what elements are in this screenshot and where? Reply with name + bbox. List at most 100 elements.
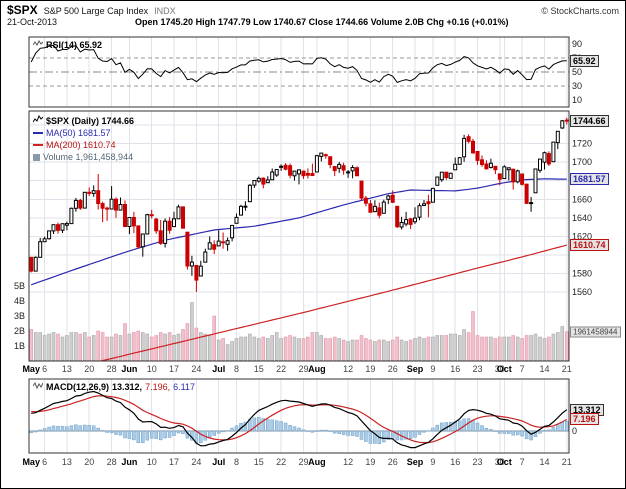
svg-text:24: 24 <box>191 364 201 374</box>
svg-text:1580: 1580 <box>572 269 592 279</box>
svg-text:14: 14 <box>539 364 549 374</box>
svg-text:30: 30 <box>495 364 505 374</box>
svg-text:1660: 1660 <box>572 194 592 204</box>
price-legend: $SPX (Daily) 1744.66 MA(50) 1681.57 MA(2… <box>32 114 135 163</box>
chart-header: $SPX S&P 500 Large Cap Index INDX © Stoc… <box>7 3 619 17</box>
svg-text:23: 23 <box>472 364 482 374</box>
quote-summary-row: 21-Oct-2013 Open 1745.20 High 1747.79 Lo… <box>7 17 619 27</box>
legend-symbol-label: $SPX (Daily) 1744.66 <box>46 116 135 126</box>
macd-zero-label: 0 <box>572 426 578 436</box>
volume-bars-icon <box>33 153 40 161</box>
svg-text:20: 20 <box>84 457 94 467</box>
svg-text:13: 13 <box>62 457 72 467</box>
macd-legend-label: MACD(12,26,9) <box>46 381 110 392</box>
volume-value-box: 1961458944 <box>570 326 621 338</box>
svg-text:Oct: Oct <box>497 457 512 467</box>
svg-text:6: 6 <box>42 457 47 467</box>
svg-text:1620: 1620 <box>572 231 592 241</box>
macd-line-value: 13.312, <box>112 381 143 392</box>
price-indicator-icon <box>32 114 44 127</box>
svg-text:8: 8 <box>234 457 239 467</box>
svg-text:22: 22 <box>276 364 286 374</box>
svg-text:16: 16 <box>450 364 460 374</box>
svg-text:Jun: Jun <box>121 457 137 467</box>
svg-text:May: May <box>22 457 40 467</box>
svg-text:23: 23 <box>472 457 482 467</box>
svg-text:12: 12 <box>343 457 353 467</box>
macd-signal-value: 7.196, <box>145 381 171 392</box>
svg-text:Sep: Sep <box>407 364 424 374</box>
svg-text:7: 7 <box>520 457 525 467</box>
macd-hist-value: 6.117 <box>173 381 195 392</box>
svg-text:90: 90 <box>572 39 582 49</box>
svg-text:1560: 1560 <box>572 287 592 297</box>
ma50-value-box: 1681.57 <box>570 173 609 186</box>
svg-text:Oct: Oct <box>497 364 512 374</box>
rsi-legend: RSI(14) 65.92 <box>32 39 103 50</box>
ma200-value-box: 1610.74 <box>570 239 609 252</box>
rsi-indicator-icon <box>32 39 44 50</box>
svg-text:26: 26 <box>388 457 398 467</box>
svg-text:19: 19 <box>365 457 375 467</box>
svg-text:26: 26 <box>388 364 398 374</box>
svg-text:10: 10 <box>572 95 582 105</box>
svg-text:16: 16 <box>450 457 460 467</box>
svg-text:21: 21 <box>562 457 572 467</box>
svg-text:6: 6 <box>42 364 47 374</box>
legend-ma50-label: MA(50) 1681.57 <box>46 128 111 138</box>
last-price-box: 1744.66 <box>570 114 609 127</box>
svg-text:15: 15 <box>254 457 264 467</box>
svg-text:5B: 5B <box>14 281 25 291</box>
legend-ma50-row: MA(50) 1681.57 <box>33 127 134 139</box>
svg-text:30: 30 <box>572 81 582 91</box>
copyright-link[interactable]: © StockCharts.com <box>541 6 619 16</box>
svg-text:10: 10 <box>147 364 157 374</box>
svg-text:15: 15 <box>254 364 264 374</box>
svg-text:1700: 1700 <box>572 157 592 167</box>
legend-symbol-row: $SPX (Daily) 1744.66 <box>32 114 135 127</box>
svg-text:14: 14 <box>539 457 549 467</box>
ma200-line-icon <box>33 144 43 146</box>
svg-text:24: 24 <box>191 457 201 467</box>
svg-text:28: 28 <box>107 457 117 467</box>
svg-text:May: May <box>22 364 40 374</box>
legend-volume-label: Volume 1,961,458,944 <box>43 152 134 162</box>
svg-text:17: 17 <box>169 364 179 374</box>
svg-text:28: 28 <box>107 364 117 374</box>
exchange-label: INDX <box>154 6 176 16</box>
macd-signal-box: 7.196 <box>570 413 599 426</box>
rsi-legend-label: RSI(14) 65.92 <box>46 39 103 50</box>
chart-date: 21-Oct-2013 <box>7 17 58 27</box>
svg-text:1720: 1720 <box>572 139 592 149</box>
svg-text:13: 13 <box>62 364 72 374</box>
svg-text:Jul: Jul <box>212 457 225 467</box>
legend-volume-row: Volume 1,961,458,944 <box>33 151 134 163</box>
ma50-line-icon <box>33 132 43 134</box>
macd-value-box: 13.312 <box>570 403 604 416</box>
svg-text:1640: 1640 <box>572 213 592 223</box>
macd-indicator-icon <box>32 381 44 392</box>
svg-text:50: 50 <box>572 67 582 77</box>
svg-text:20: 20 <box>84 364 94 374</box>
svg-text:3B: 3B <box>14 311 25 321</box>
svg-text:Aug: Aug <box>308 457 326 467</box>
macd-legend: MACD(12,26,9) 13.312, 7.196, 6.117 <box>32 381 195 392</box>
svg-text:10: 10 <box>147 457 157 467</box>
ticker-symbol: $SPX <box>7 3 38 17</box>
svg-text:12: 12 <box>343 364 353 374</box>
svg-text:29: 29 <box>298 364 308 374</box>
ohlc-summary: Open 1745.20 High 1747.79 Low 1740.67 Cl… <box>135 17 509 27</box>
svg-text:Jul: Jul <box>212 364 225 374</box>
svg-text:8: 8 <box>234 364 239 374</box>
svg-text:17: 17 <box>169 457 179 467</box>
rsi-value-box: 65.92 <box>570 54 599 67</box>
svg-text:Sep: Sep <box>407 457 424 467</box>
svg-text:22: 22 <box>276 457 286 467</box>
svg-text:9: 9 <box>430 364 435 374</box>
legend-ma200-row: MA(200) 1610.74 <box>33 139 134 151</box>
svg-text:9: 9 <box>430 457 435 467</box>
svg-text:30: 30 <box>495 457 505 467</box>
legend-ma200-label: MA(200) 1610.74 <box>46 140 116 150</box>
